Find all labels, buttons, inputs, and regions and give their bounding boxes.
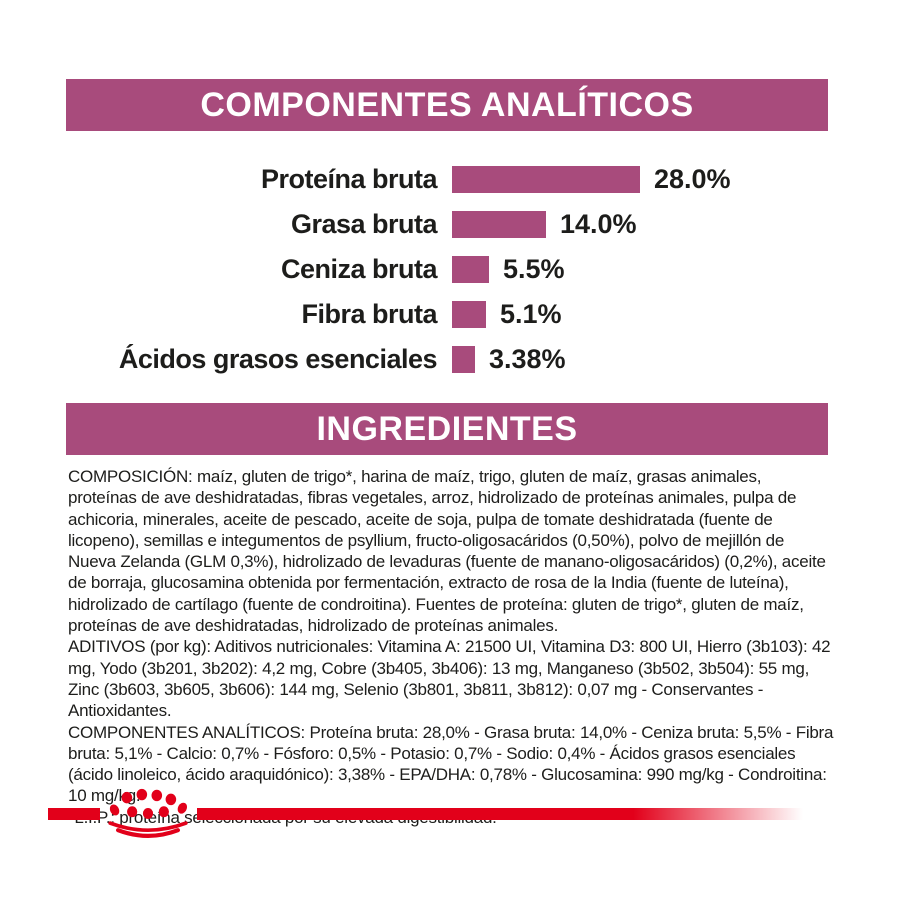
brand-line-left (48, 808, 100, 820)
royal-canin-crown-icon (108, 788, 188, 839)
composition-paragraph: COMPOSICIÓN: maíz, gluten de trigo*, har… (68, 467, 826, 636)
chart-row: Grasa bruta 14.0% (0, 202, 900, 247)
chart-value-label: 5.5% (503, 254, 565, 284)
additives-paragraph: ADITIVOS (por kg): Aditivos nutricionale… (68, 637, 831, 721)
ingredients-banner: INGREDIENTES (66, 403, 828, 455)
chart-value-label: 14.0% (560, 209, 637, 239)
chart-row: Proteína bruta 28.0% (0, 157, 900, 202)
analytical-components-banner: COMPONENTES ANALÍTICOS (66, 79, 828, 131)
analytical-paragraph: COMPONENTES ANALÍTICOS: Proteína bruta: … (68, 722, 834, 806)
chart-bar (452, 301, 486, 328)
chart-row: Fibra bruta 5.1% (0, 292, 900, 337)
chart-bar (452, 211, 546, 238)
ingredients-text-block: COMPOSICIÓN: maíz, gluten de trigo*, har… (68, 466, 834, 828)
chart-category-label: Ceniza bruta (280, 254, 438, 284)
chart-category-label: Grasa bruta (290, 209, 438, 239)
chart-category-label: Ácidos grasos esenciales (118, 344, 438, 374)
analytical-components-title: COMPONENTES ANALÍTICOS (200, 85, 694, 124)
chart-bar (452, 346, 475, 373)
chart-row: Ceniza bruta 5.5% (0, 247, 900, 292)
chart-value-label: 28.0% (654, 164, 731, 194)
ingredients-title: INGREDIENTES (316, 409, 578, 448)
brand-line-right (197, 808, 803, 820)
chart-bar (452, 256, 489, 283)
chart-category-label: Proteína bruta (260, 164, 438, 194)
analytical-components-chart: Proteína bruta 28.0% Grasa bruta 14.0% Ceniz… (0, 157, 900, 382)
chart-category-label: Fibra bruta (301, 299, 437, 329)
chart-row: Ácidos grasos esenciales 3.38% (0, 337, 900, 382)
chart-value-label: 3.38% (489, 344, 566, 374)
chart-value-label: 5.1% (500, 299, 562, 329)
chart-bar (452, 166, 640, 193)
